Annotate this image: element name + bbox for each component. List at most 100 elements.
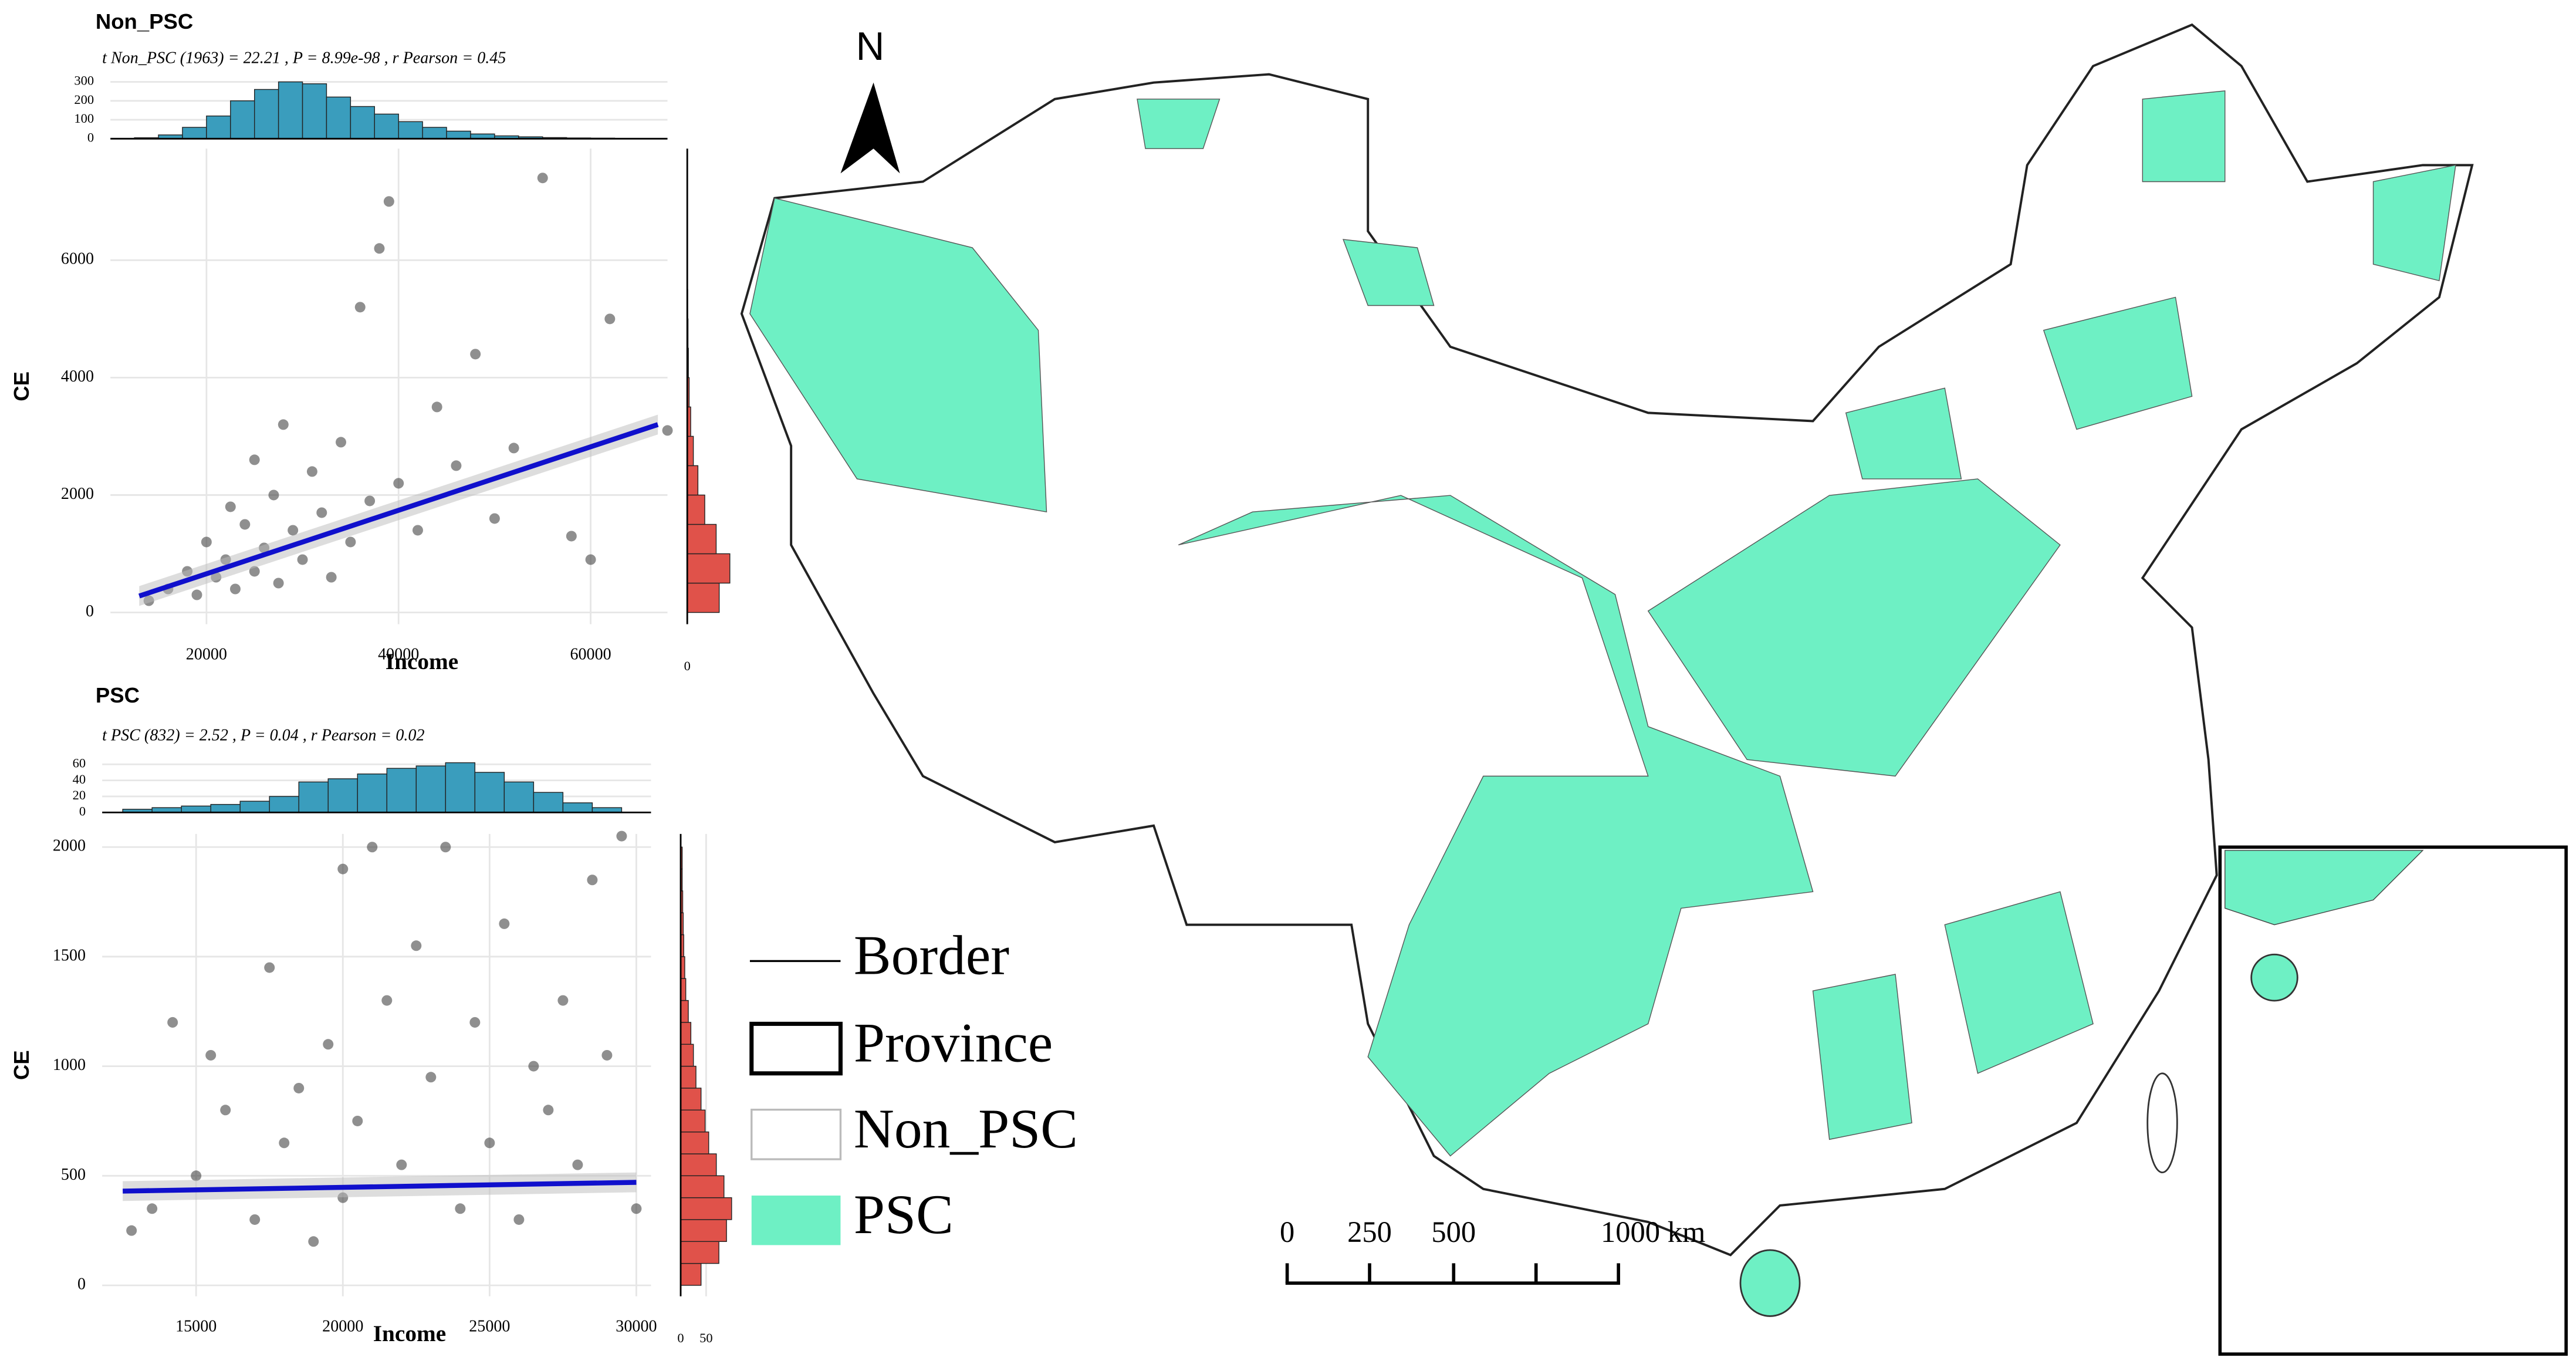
x-axis-label: Income: [373, 1321, 446, 1346]
point: [364, 495, 376, 507]
legend-swatch: [749, 1021, 843, 1076]
point: [566, 531, 577, 542]
point: [513, 1214, 525, 1225]
island: [2146, 1072, 2178, 1174]
point: [354, 302, 366, 313]
point: [396, 1159, 407, 1170]
point: [557, 995, 569, 1006]
histogram-bar: [374, 113, 399, 140]
y-axis-label: CE: [9, 372, 33, 401]
x-tick-label: 20000: [186, 645, 227, 663]
point: [268, 489, 279, 501]
point: [306, 466, 317, 477]
point: [239, 519, 251, 530]
point: [336, 437, 347, 448]
histogram-bar: [680, 1065, 697, 1089]
point: [229, 583, 241, 595]
point: [249, 1214, 261, 1225]
scale-bar: [1285, 1263, 1620, 1285]
histogram-bar: [680, 1175, 725, 1198]
point: [543, 1105, 554, 1116]
histogram-bar: [687, 553, 731, 584]
histogram-bar: [680, 1022, 692, 1045]
point: [374, 243, 385, 254]
north-arrow: [840, 82, 900, 174]
point: [225, 501, 236, 512]
histogram-bar: [680, 1088, 702, 1110]
histogram-bar: [680, 1197, 732, 1220]
island: [1739, 1249, 1801, 1317]
point: [345, 536, 356, 548]
histogram-bar: [181, 805, 211, 813]
y-tick-label: 0: [86, 602, 94, 620]
point: [587, 875, 598, 886]
legend-label: PSC: [854, 1183, 954, 1245]
y-tick-label: 0: [77, 1275, 86, 1293]
point: [489, 513, 500, 524]
y-tick-label: 2000: [53, 837, 86, 855]
psc-regions: [749, 90, 2456, 1157]
scale-label: 1000 km: [1601, 1216, 1705, 1248]
histogram-bar: [680, 1262, 702, 1286]
point: [297, 554, 308, 565]
point: [528, 1061, 539, 1072]
point: [293, 1082, 305, 1093]
histogram-bar: [680, 1131, 709, 1154]
point: [631, 1203, 642, 1214]
chart-title: Non_PSC: [96, 9, 193, 33]
point: [205, 1049, 217, 1061]
point: [440, 842, 451, 853]
x-tick-label: 50: [699, 1331, 712, 1345]
y-tick-label: 100: [74, 111, 94, 126]
histogram-bar: [326, 96, 351, 140]
point: [431, 401, 442, 413]
histogram-bar: [503, 781, 535, 813]
histogram-bar: [680, 1153, 717, 1176]
point: [167, 1017, 178, 1028]
x-tick-label: 25000: [469, 1318, 510, 1336]
plot-area: [102, 833, 651, 1297]
histogram-bar: [210, 803, 241, 813]
point: [393, 478, 404, 489]
scale-label: 0: [1280, 1216, 1294, 1248]
point: [264, 962, 275, 973]
y-tick-label: 6000: [61, 250, 94, 268]
point: [273, 578, 284, 589]
x-tick-label: 30000: [616, 1318, 657, 1336]
y-tick-label: 0: [79, 803, 86, 818]
point: [201, 536, 212, 548]
histogram-bar: [680, 1044, 694, 1067]
plot-area: [110, 148, 668, 624]
point: [601, 1049, 613, 1061]
point: [326, 572, 337, 583]
histogram-bar: [687, 435, 694, 467]
histogram-bar: [386, 768, 417, 813]
y-tick-label: 20: [73, 788, 86, 802]
point: [383, 196, 394, 207]
histogram-bar: [445, 762, 476, 813]
point: [616, 830, 627, 842]
histogram-bar: [398, 121, 423, 140]
legend-swatch: [751, 1109, 842, 1160]
legend-label: Non_PSC: [854, 1098, 1078, 1160]
point: [469, 1017, 481, 1028]
histogram-bar: [350, 106, 376, 140]
x-tick-label: 15000: [175, 1318, 217, 1336]
point: [126, 1225, 137, 1236]
legend-swatch: [751, 1196, 841, 1245]
histogram-bar: [254, 89, 279, 140]
y-tick-label: 40: [73, 772, 86, 786]
point: [191, 589, 202, 600]
point: [367, 842, 378, 853]
x-tick-label: 60000: [570, 645, 611, 663]
y-axis-label: CE: [9, 1050, 33, 1080]
map: N: [740, 23, 2568, 1356]
histogram-bar: [474, 772, 505, 813]
y-tick-label: 1500: [53, 946, 86, 964]
y-tick-label: 4000: [61, 367, 94, 386]
point: [288, 525, 299, 536]
histogram-bar: [687, 524, 717, 555]
x-tick-label: 0: [677, 1331, 684, 1345]
point: [508, 443, 519, 454]
